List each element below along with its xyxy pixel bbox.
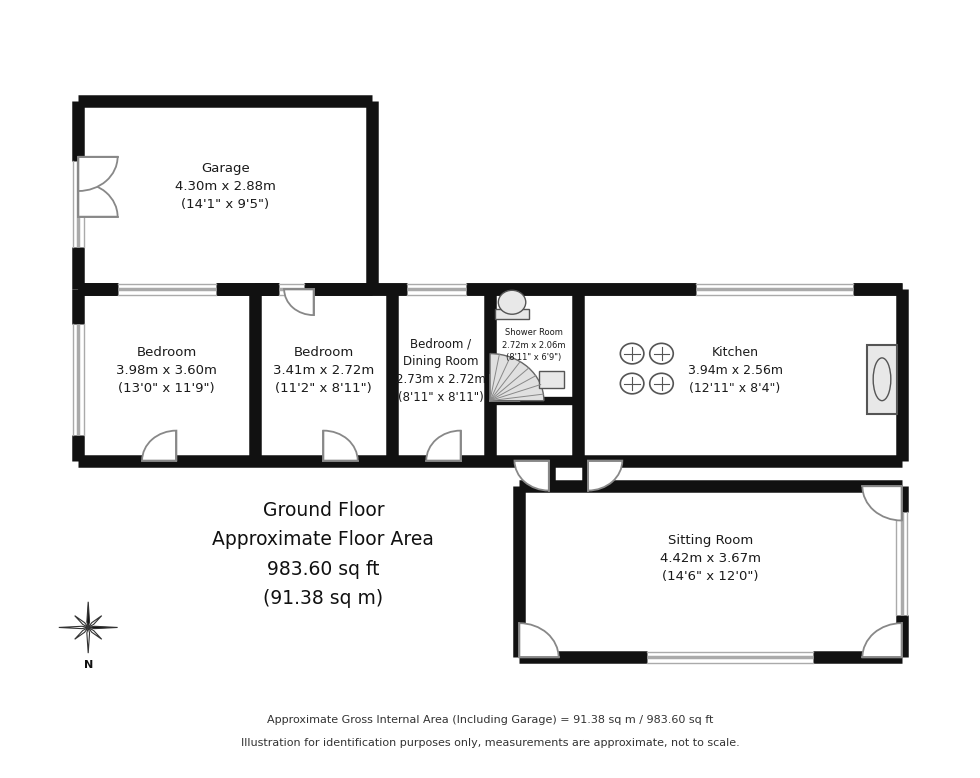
- Text: Bedroom
3.98m x 3.60m
(13'0" x 11'9"): Bedroom 3.98m x 3.60m (13'0" x 11'9"): [117, 346, 217, 395]
- Wedge shape: [514, 461, 549, 491]
- Wedge shape: [862, 623, 902, 657]
- Bar: [83, 281, 368, 294]
- Polygon shape: [74, 627, 88, 640]
- Bar: [549, 461, 588, 486]
- Bar: [495, 309, 529, 320]
- Bar: [78, 289, 902, 461]
- Text: Approximate Gross Internal Area (Including Garage) = 91.38 sq m / 983.60 sq ft: Approximate Gross Internal Area (Includi…: [267, 715, 713, 724]
- Text: Kitchen
3.94m x 2.56m
(12'11" x 8'4"): Kitchen 3.94m x 2.56m (12'11" x 8'4"): [688, 346, 782, 395]
- Polygon shape: [74, 615, 88, 627]
- Bar: [867, 345, 897, 414]
- Wedge shape: [284, 289, 314, 315]
- Wedge shape: [142, 431, 176, 461]
- Wedge shape: [78, 157, 118, 191]
- Polygon shape: [59, 626, 88, 629]
- Polygon shape: [87, 627, 89, 654]
- Text: Bedroom
3.41m x 2.72m
(11'2" x 8'11"): Bedroom 3.41m x 2.72m (11'2" x 8'11"): [272, 346, 374, 395]
- Wedge shape: [862, 486, 902, 520]
- Text: Sitting Room
4.42m x 3.67m
(14'6" x 12'0"): Sitting Room 4.42m x 3.67m (14'6" x 12'0…: [660, 534, 761, 584]
- Wedge shape: [519, 623, 559, 657]
- Text: Ground Floor
Approximate Floor Area
983.60 sq ft
(91.38 sq m): Ground Floor Approximate Floor Area 983.…: [213, 501, 434, 608]
- Text: Illustration for identification purposes only, measurements are approximate, not: Illustration for identification purposes…: [241, 738, 739, 748]
- Wedge shape: [426, 431, 461, 461]
- Wedge shape: [588, 461, 622, 491]
- Bar: [519, 486, 902, 657]
- Polygon shape: [88, 626, 118, 629]
- Wedge shape: [78, 183, 118, 217]
- Text: Garage
4.30m x 2.88m
(14'1" x 9'5"): Garage 4.30m x 2.88m (14'1" x 9'5"): [175, 163, 275, 211]
- Text: N: N: [83, 660, 93, 670]
- Polygon shape: [88, 615, 102, 627]
- Polygon shape: [87, 602, 89, 627]
- Bar: [78, 101, 372, 289]
- Bar: [539, 371, 563, 388]
- Wedge shape: [323, 431, 358, 461]
- Ellipse shape: [498, 290, 525, 314]
- Polygon shape: [88, 627, 102, 640]
- Bar: [549, 478, 588, 491]
- Text: Bedroom /
Dining Room
2.73m x 2.72m
(8'11" x 8'11"): Bedroom / Dining Room 2.73m x 2.72m (8'1…: [396, 337, 486, 405]
- Wedge shape: [490, 354, 544, 401]
- Wedge shape: [490, 375, 519, 401]
- Text: Shower Room
2.72m x 2.06m
(8'11" x 6'9"): Shower Room 2.72m x 2.06m (8'11" x 6'9"): [503, 328, 565, 362]
